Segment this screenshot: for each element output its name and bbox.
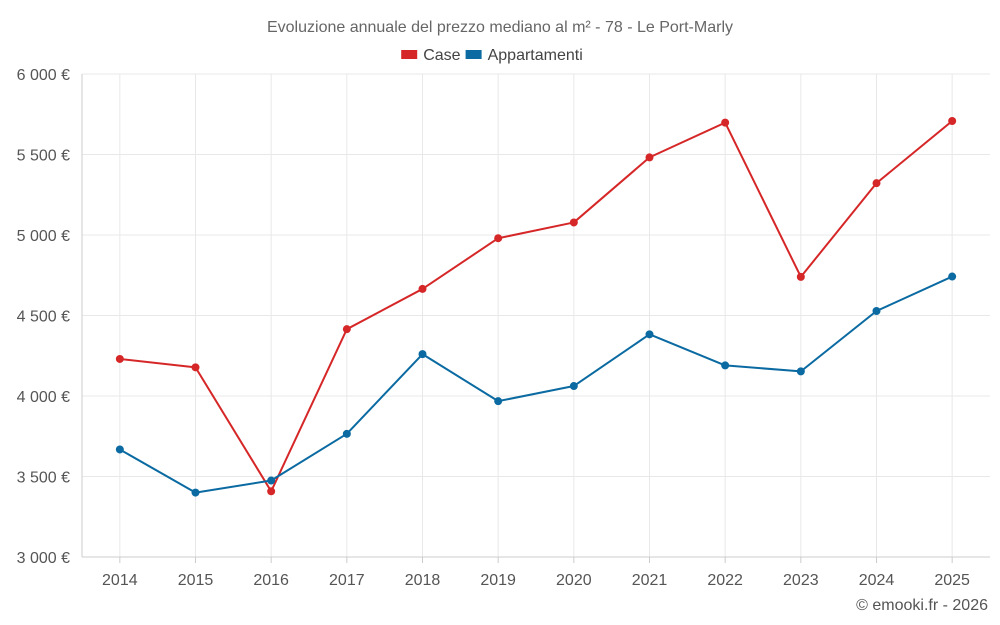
series-line-appartamenti — [119, 275, 953, 494]
data-point-case[interactable] — [115, 354, 124, 363]
data-point-appartamenti[interactable] — [645, 330, 654, 339]
y-tick-label: 3 500 € — [17, 470, 70, 487]
x-tick-label: 2021 — [632, 572, 668, 589]
legend-swatch — [465, 50, 482, 59]
x-tick-label: 2018 — [405, 572, 441, 589]
legend[interactable]: Case Appartamenti — [401, 47, 583, 64]
y-tick-label: 6 000 € — [17, 67, 70, 84]
x-tick-label: 2020 — [556, 572, 592, 589]
series-layer — [115, 117, 957, 497]
y-tick-label: 4 000 € — [17, 389, 70, 406]
data-point-appartamenti[interactable] — [342, 429, 351, 438]
data-point-appartamenti[interactable] — [191, 488, 200, 497]
data-point-case[interactable] — [872, 179, 881, 188]
x-tick-label: 2019 — [480, 572, 516, 589]
data-point-case[interactable] — [721, 118, 730, 127]
grid — [82, 73, 990, 558]
credit-text: © emooki.fr - 2026 — [856, 597, 988, 614]
data-point-appartamenti[interactable] — [569, 382, 578, 391]
data-point-case[interactable] — [948, 117, 957, 126]
chart-title: Evoluzione annuale del prezzo mediano al… — [267, 19, 733, 36]
data-point-appartamenti[interactable] — [418, 350, 427, 359]
data-point-case[interactable] — [342, 325, 351, 334]
y-tick-label: 4 500 € — [17, 309, 70, 326]
x-tick-label: 2023 — [783, 572, 819, 589]
data-point-case[interactable] — [494, 234, 503, 243]
data-point-case[interactable] — [191, 363, 200, 372]
data-point-case[interactable] — [569, 218, 578, 227]
data-point-appartamenti[interactable] — [948, 272, 957, 281]
x-tick-label: 2015 — [178, 572, 214, 589]
x-tick-label: 2022 — [707, 572, 743, 589]
data-point-case[interactable] — [796, 272, 805, 281]
data-point-appartamenti[interactable] — [721, 361, 730, 370]
axes: 3 000 € 3 500 € 4 000 € 4 500 € 5 000 € 5 500… — [17, 67, 990, 589]
data-point-case[interactable] — [645, 153, 654, 162]
x-tick-label: 2017 — [329, 572, 365, 589]
legend-label: Appartamenti — [488, 47, 583, 64]
x-tick-label: 2024 — [859, 572, 895, 589]
y-tick-label: 5 000 € — [17, 228, 70, 245]
data-point-appartamenti[interactable] — [796, 367, 805, 376]
data-point-case[interactable] — [267, 487, 276, 496]
data-point-case[interactable] — [418, 284, 427, 293]
x-tick-label: 2025 — [934, 572, 970, 589]
data-point-appartamenti[interactable] — [267, 476, 276, 485]
x-tick-label: 2014 — [102, 572, 138, 589]
legend-label: Case — [423, 47, 460, 64]
data-point-appartamenti[interactable] — [494, 397, 503, 406]
legend-swatch — [401, 50, 418, 59]
legend-item-case[interactable]: Case — [401, 47, 461, 64]
x-tick-label: 2016 — [253, 572, 289, 589]
y-tick-label: 3 000 € — [17, 550, 70, 567]
legend-item-appartamenti[interactable]: Appartamenti — [465, 47, 583, 64]
y-tick-label: 5 500 € — [17, 148, 70, 165]
series-line-case — [119, 120, 953, 493]
data-point-appartamenti[interactable] — [872, 306, 881, 315]
data-point-appartamenti[interactable] — [115, 445, 124, 454]
